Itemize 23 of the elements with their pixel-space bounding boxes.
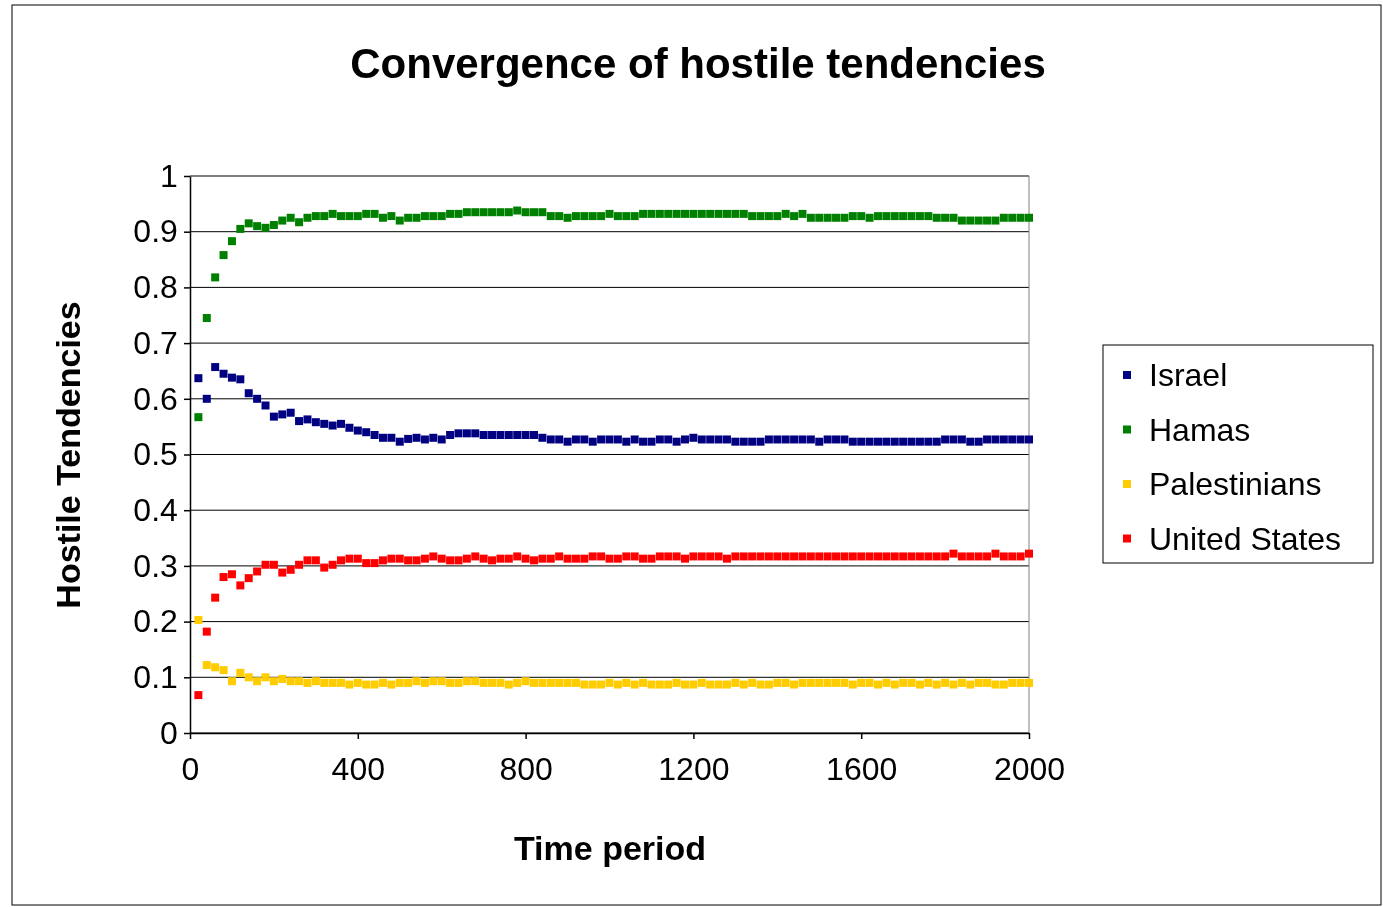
y-tick-label: 0.1 xyxy=(133,659,178,696)
x-tick-label: 400 xyxy=(331,751,385,788)
y-tick-label: 0.3 xyxy=(133,547,178,584)
x-axis-title: Time period xyxy=(513,829,707,867)
legend-label: United States xyxy=(1149,520,1342,557)
legend-label: Palestinians xyxy=(1149,466,1322,502)
y-tick-label: 0.2 xyxy=(133,603,178,640)
legend-label: Israel xyxy=(1149,357,1228,393)
y-tick-label: 0.4 xyxy=(133,491,178,528)
y-tick-label: 0.8 xyxy=(133,269,178,306)
y-tick-label: 0.7 xyxy=(133,324,178,361)
x-tick-label: 800 xyxy=(499,751,553,788)
x-tick-label: 2000 xyxy=(993,751,1066,788)
x-tick-label: 1200 xyxy=(658,751,730,788)
x-tick-label: 1600 xyxy=(826,751,898,788)
chart-title: Convergence of hostile tendencies xyxy=(350,40,1046,87)
y-tick-label: 1 xyxy=(160,157,178,194)
y-tick-label: 0.5 xyxy=(133,436,178,473)
y-tick-label: 0.6 xyxy=(133,380,178,417)
y-tick-label: 0.9 xyxy=(133,213,178,250)
y-tick-label: 0 xyxy=(160,714,178,751)
y-axis-title: Hostile Tendencies xyxy=(49,301,87,609)
legend-label: Hamas xyxy=(1149,411,1251,448)
